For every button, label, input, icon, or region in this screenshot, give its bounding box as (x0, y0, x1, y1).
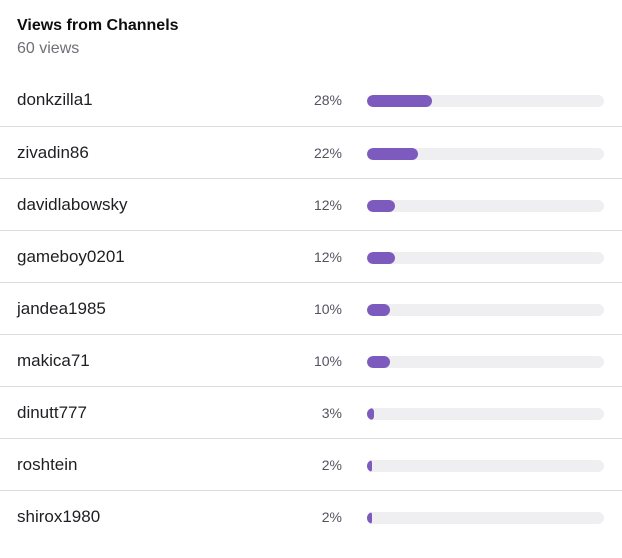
progress-bar-track (367, 95, 604, 107)
list-item: makica71 10% (0, 335, 622, 387)
progress-bar-track (367, 512, 604, 524)
channel-name: jandea1985 (17, 299, 106, 318)
channel-name: roshtein (17, 455, 78, 474)
list-item: dinutt777 3% (0, 387, 622, 439)
channel-percent: 12% (313, 249, 342, 265)
channel-percent: 2% (321, 509, 342, 525)
channel-name: makica71 (17, 351, 90, 370)
channel-percent: 2% (321, 457, 342, 473)
panel-header: Views from Channels 60 views (0, 0, 622, 57)
channel-name: shirox1980 (17, 507, 101, 526)
channel-percent: 28% (313, 92, 342, 108)
channel-percent: 10% (313, 301, 342, 317)
progress-bar-fill (367, 252, 395, 264)
progress-bar-fill (367, 95, 432, 107)
progress-bar-fill (367, 460, 372, 472)
channel-name: davidlabowsky (17, 195, 128, 214)
channel-name: zivadin86 (17, 143, 89, 162)
progress-bar-fill (367, 148, 418, 160)
progress-bar-track (367, 408, 604, 420)
list-item: gameboy0201 12% (0, 231, 622, 283)
list-item: davidlabowsky 12% (0, 179, 622, 231)
progress-bar-track (367, 356, 604, 368)
total-views-count: 60 views (17, 40, 80, 57)
progress-bar-track (367, 252, 604, 264)
progress-bar-fill (367, 200, 395, 212)
channel-percent: 3% (321, 405, 342, 421)
channel-name: gameboy0201 (17, 247, 125, 266)
list-item: roshtein 2% (0, 439, 622, 491)
channel-percent: 10% (313, 353, 342, 369)
progress-bar-track (367, 460, 604, 472)
progress-bar-track (367, 148, 604, 160)
list-item: shirox1980 2% (0, 491, 622, 543)
progress-bar-fill (367, 512, 372, 524)
channel-list: donkzilla1 28% zivadin86 22% davidlabowsky 12… (0, 73, 622, 543)
list-item: jandea1985 10% (0, 283, 622, 335)
panel-title: Views from Channels (17, 17, 179, 34)
channel-name: dinutt777 (17, 403, 87, 422)
list-item: donkzilla1 28% (0, 73, 622, 127)
channel-percent: 12% (313, 197, 342, 213)
list-item: zivadin86 22% (0, 127, 622, 179)
channel-name: donkzilla1 (17, 90, 93, 109)
progress-bar-fill (367, 304, 390, 316)
progress-bar-track (367, 304, 604, 316)
progress-bar-fill (367, 356, 390, 368)
progress-bar-fill (367, 408, 374, 420)
progress-bar-track (367, 200, 604, 212)
channel-percent: 22% (313, 145, 342, 161)
